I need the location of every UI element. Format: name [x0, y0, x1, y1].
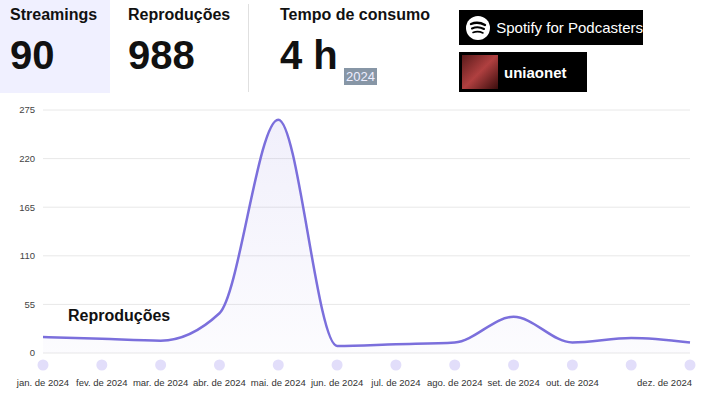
svg-text:110: 110	[20, 250, 35, 261]
svg-text:fev. de 2024: fev. de 2024	[76, 377, 128, 388]
svg-text:0: 0	[30, 347, 35, 358]
html-text:90: 90	[10, 33, 55, 77]
svg-text:jul. de 2024: jul. de 2024	[370, 377, 420, 388]
svg-text:mar. de 2024: mar. de 2024	[133, 377, 188, 388]
svg-text:out. de 2024: out. de 2024	[546, 377, 599, 388]
html-text:2024: 2024	[346, 69, 375, 84]
svg-text:set. de 2024: set. de 2024	[487, 377, 539, 388]
svg-text:165: 165	[19, 202, 35, 213]
html-text:Spotify for Podcasters: Spotify for Podcasters	[496, 19, 643, 36]
svg-text:220: 220	[19, 153, 35, 164]
svg-text:55: 55	[24, 299, 35, 310]
svg-text:ago. de 2024: ago. de 2024	[427, 377, 482, 388]
svg-text:dez. de 2024: dez. de 2024	[637, 377, 692, 388]
html-text:4 h: 4 h	[280, 33, 338, 77]
html-text:988: 988	[128, 33, 195, 77]
svg-text:jan. de 2024: jan. de 2024	[16, 377, 69, 388]
html-text:Reproduções: Reproduções	[68, 307, 171, 324]
svg-text:abr. de 2024: abr. de 2024	[193, 377, 246, 388]
svg-text:jun. de 2024: jun. de 2024	[310, 377, 363, 388]
html-text:Streamings: Streamings	[10, 6, 98, 23]
svg-text:275: 275	[19, 104, 35, 115]
svg-text:mai. de 2024: mai. de 2024	[251, 377, 306, 388]
html-text:Reproduções: Reproduções	[128, 6, 231, 23]
html-text:uniaonet: uniaonet	[504, 63, 567, 81]
html-text:Tempo de consumo: Tempo de consumo	[280, 6, 430, 23]
